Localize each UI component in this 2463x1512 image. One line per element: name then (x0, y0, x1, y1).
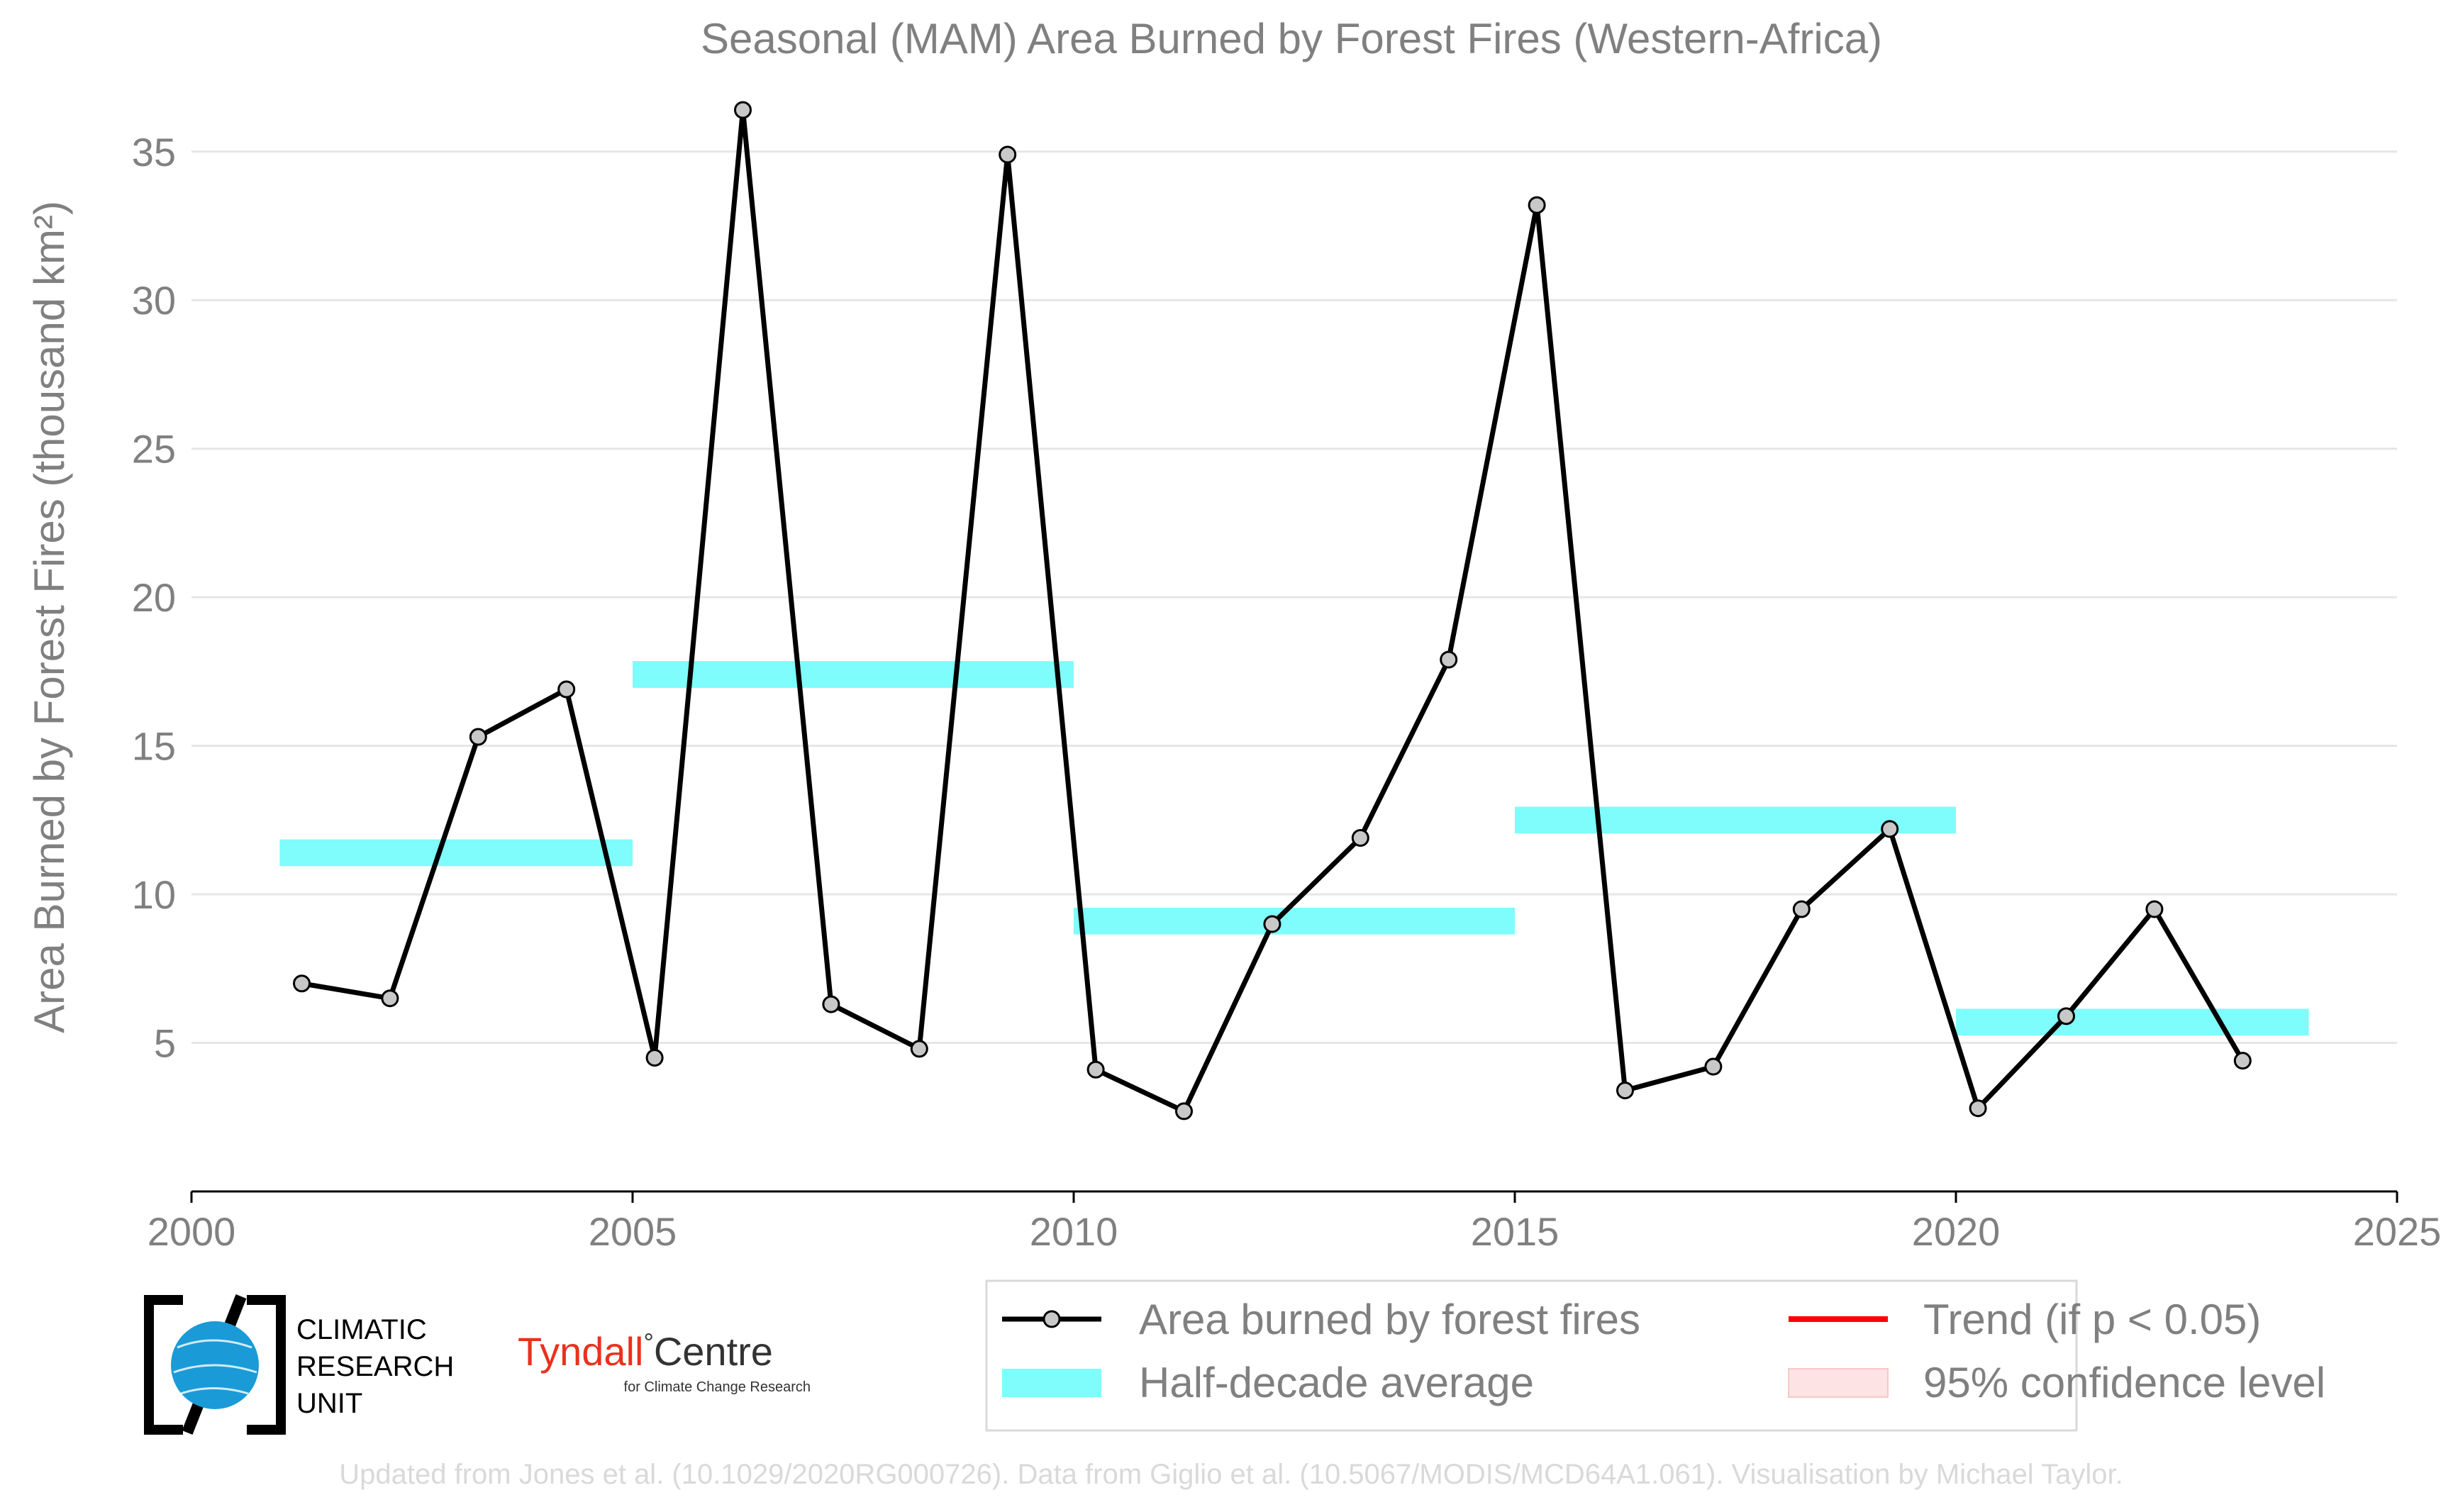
x-tick-label: 2020 (1912, 1209, 2001, 1254)
data-point (469, 728, 487, 746)
data-point (2145, 900, 2164, 918)
y-tick-label: 10 (132, 872, 176, 917)
data-point (1263, 915, 1281, 933)
cru-logo-bracket (247, 1295, 286, 1435)
legend-confidence-swatch (1788, 1368, 1889, 1398)
data-point (1175, 1102, 1193, 1121)
y-axis-label: Area Burned by Forest Fires (thousand km… (26, 201, 73, 1033)
series-line (301, 107, 2245, 1114)
cru-logo-text: UNIT (296, 1388, 362, 1419)
half-decade-bar (1074, 907, 1515, 935)
x-tick-label: 2005 (589, 1209, 677, 1254)
data-point (734, 101, 752, 119)
data-point (293, 974, 311, 993)
data-point (1351, 828, 1369, 847)
cru-logo-bracket (144, 1295, 183, 1435)
legend-series-label: Area burned by forest fires (1139, 1296, 1640, 1343)
x-tick-label: 2000 (148, 1209, 236, 1254)
cru-logo: CLIMATIC RESEARCH UNIT (144, 1294, 454, 1435)
data-point (999, 145, 1017, 164)
x-tick-label: 2015 (1471, 1209, 1559, 1254)
half-decade-bar (1956, 1008, 2309, 1036)
tyndall-logo-text: Tyndall (518, 1329, 643, 1374)
tyndall-logo-degree: ° (643, 1328, 653, 1357)
data-point (1440, 650, 1458, 669)
data-point (1792, 900, 1811, 918)
y-tick-label: 5 (154, 1021, 176, 1066)
half-decade-layer (279, 661, 2309, 1036)
data-point (645, 1048, 664, 1067)
grid-layer (191, 150, 2397, 1045)
tyndall-logo: Tyndall°Centre for Climate Change Resear… (518, 1328, 811, 1395)
legend-confidence-label: 95% confidence level (1923, 1359, 2325, 1406)
data-point (557, 680, 576, 699)
svg-text:Tyndall°Centre: Tyndall°Centre (518, 1328, 773, 1374)
x-tick-label: 2025 (2353, 1209, 2442, 1254)
data-point (2057, 1007, 2075, 1025)
legend-half-decade-label: Half-decade average (1139, 1359, 1534, 1406)
cru-logo-text: RESEARCH (296, 1351, 454, 1382)
data-point (1881, 820, 1899, 838)
y-tick-label: 20 (132, 575, 176, 620)
y-tick-label: 35 (132, 130, 176, 174)
data-point (1086, 1060, 1105, 1079)
data-point (1969, 1099, 1987, 1118)
data-point (381, 989, 399, 1008)
data-point (1616, 1082, 1634, 1100)
legend-series-marker (1043, 1310, 1061, 1328)
cru-globe-icon (173, 1339, 257, 1395)
legend-box (985, 1279, 2078, 1432)
y-tick-label: 25 (132, 427, 176, 472)
data-point (1528, 196, 1546, 214)
tyndall-logo-subtitle: for Climate Change Research (624, 1379, 811, 1395)
legend-half-decade-swatch (1002, 1369, 1101, 1397)
legend: Area burned by forest fires Half-decade … (985, 1279, 2325, 1432)
data-point (1704, 1057, 1723, 1076)
x-tick-label: 2010 (1030, 1209, 1118, 1254)
chart-title: Seasonal (MAM) Area Burned by Forest Fir… (701, 15, 1882, 62)
series-layer (293, 101, 2252, 1121)
half-decade-bar (279, 839, 633, 867)
data-point (822, 995, 840, 1013)
data-point (910, 1040, 928, 1058)
half-decade-bar (633, 661, 1074, 688)
y-tick-label: 15 (132, 724, 176, 769)
data-point (2233, 1052, 2252, 1070)
tyndall-logo-text: Centre (654, 1329, 773, 1374)
footer-credits: Updated from Jones et al. (10.1029/2020R… (339, 1459, 2123, 1490)
y-tick-label: 30 (132, 278, 176, 323)
legend-trend-label: Trend (if p < 0.05) (1923, 1296, 2261, 1343)
cru-logo-text: CLIMATIC (296, 1314, 427, 1345)
